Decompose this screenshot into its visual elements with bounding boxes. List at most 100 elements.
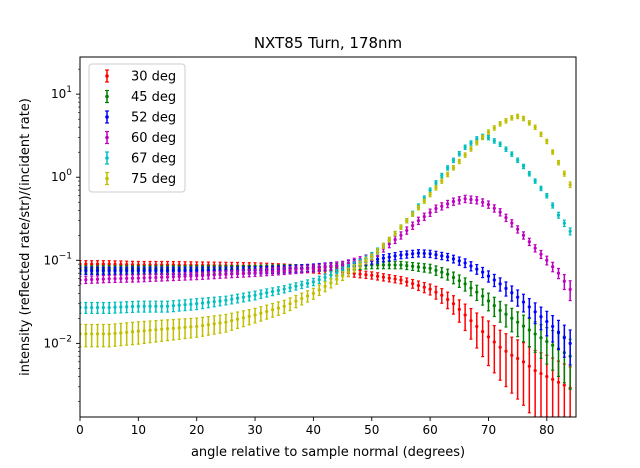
data-point — [446, 166, 450, 170]
data-point — [405, 252, 409, 256]
data-point — [475, 267, 479, 271]
data-point — [218, 272, 222, 277]
data-point — [510, 221, 514, 225]
data-point — [469, 197, 473, 202]
data-point — [329, 273, 333, 277]
x-tick-label: 0 — [76, 423, 84, 437]
data-point — [241, 295, 245, 299]
data-point — [527, 121, 531, 125]
data-point — [562, 336, 566, 340]
data-point — [160, 327, 164, 331]
data-point — [440, 179, 444, 183]
data-point — [446, 297, 450, 302]
data-point — [346, 270, 351, 274]
data-point — [224, 298, 228, 302]
data-point — [142, 329, 146, 333]
data-point — [434, 186, 438, 190]
data-point — [259, 311, 263, 315]
data-point — [282, 304, 286, 308]
data-point — [270, 308, 275, 312]
data-point — [475, 290, 479, 294]
data-point — [230, 272, 234, 276]
data-point — [498, 345, 502, 349]
data-point — [498, 210, 502, 214]
data-point — [183, 274, 187, 278]
data-point — [527, 240, 531, 244]
data-point — [463, 197, 467, 201]
data-point — [457, 159, 461, 163]
data-point — [434, 181, 438, 185]
data-point — [107, 277, 111, 281]
data-point — [399, 225, 403, 229]
data-point — [376, 263, 380, 267]
data-point — [510, 316, 514, 320]
data-point — [498, 142, 502, 146]
data-point — [276, 306, 280, 310]
legend-marker — [105, 74, 109, 78]
data-point — [160, 275, 164, 279]
data-point — [136, 329, 140, 333]
data-point — [212, 300, 216, 304]
data-point — [428, 266, 432, 270]
data-point — [428, 252, 432, 256]
data-point — [119, 305, 123, 309]
data-point — [393, 277, 397, 281]
data-point — [469, 141, 473, 145]
data-point — [95, 269, 100, 273]
legend-label: 67 deg — [131, 152, 176, 167]
x-axis-label: angle relative to sample normal (degrees… — [191, 445, 465, 460]
data-point — [335, 277, 339, 281]
data-point — [101, 277, 105, 281]
data-point — [376, 274, 380, 278]
x-tick-label: 70 — [481, 423, 496, 437]
data-point — [451, 302, 456, 306]
data-point — [510, 353, 514, 357]
series-75-deg — [80, 113, 572, 348]
data-point — [516, 158, 520, 162]
data-point — [136, 304, 140, 308]
legend-marker — [105, 115, 109, 119]
data-point — [486, 202, 491, 207]
data-point — [521, 233, 526, 237]
data-point — [195, 274, 199, 278]
data-point — [533, 179, 537, 183]
data-point — [387, 238, 391, 242]
data-point — [125, 305, 129, 309]
legend-label: 75 deg — [131, 172, 176, 187]
data-point — [405, 280, 409, 284]
legend-marker — [105, 176, 109, 181]
data-point — [125, 276, 129, 280]
legend-box — [88, 63, 186, 193]
data-point — [393, 238, 397, 242]
data-point — [101, 262, 105, 266]
data-point — [206, 300, 210, 304]
legend-entry: 60 deg — [105, 130, 176, 146]
data-point — [317, 288, 321, 292]
data-point — [551, 377, 555, 381]
data-point — [562, 279, 566, 283]
data-point — [568, 182, 572, 187]
data-point — [95, 305, 100, 310]
data-point — [381, 263, 386, 267]
data-point — [527, 328, 531, 332]
data-point — [451, 166, 456, 170]
data-point — [463, 145, 467, 149]
data-point — [165, 275, 170, 279]
data-point — [294, 284, 298, 288]
data-point — [446, 172, 450, 176]
data-point — [411, 264, 415, 268]
data-point — [323, 265, 327, 269]
data-point — [416, 219, 421, 223]
data-point — [381, 275, 386, 279]
data-point — [516, 320, 520, 324]
data-point — [323, 284, 327, 288]
legend-label: 30 deg — [131, 70, 176, 85]
y-axis: 10−2 10−1 100 101 — [43, 68, 80, 402]
data-point — [381, 244, 386, 248]
data-point — [154, 304, 158, 308]
data-point — [148, 269, 152, 273]
data-point — [189, 302, 193, 306]
data-point — [387, 242, 391, 246]
data-point — [288, 302, 292, 306]
data-point — [504, 216, 508, 220]
